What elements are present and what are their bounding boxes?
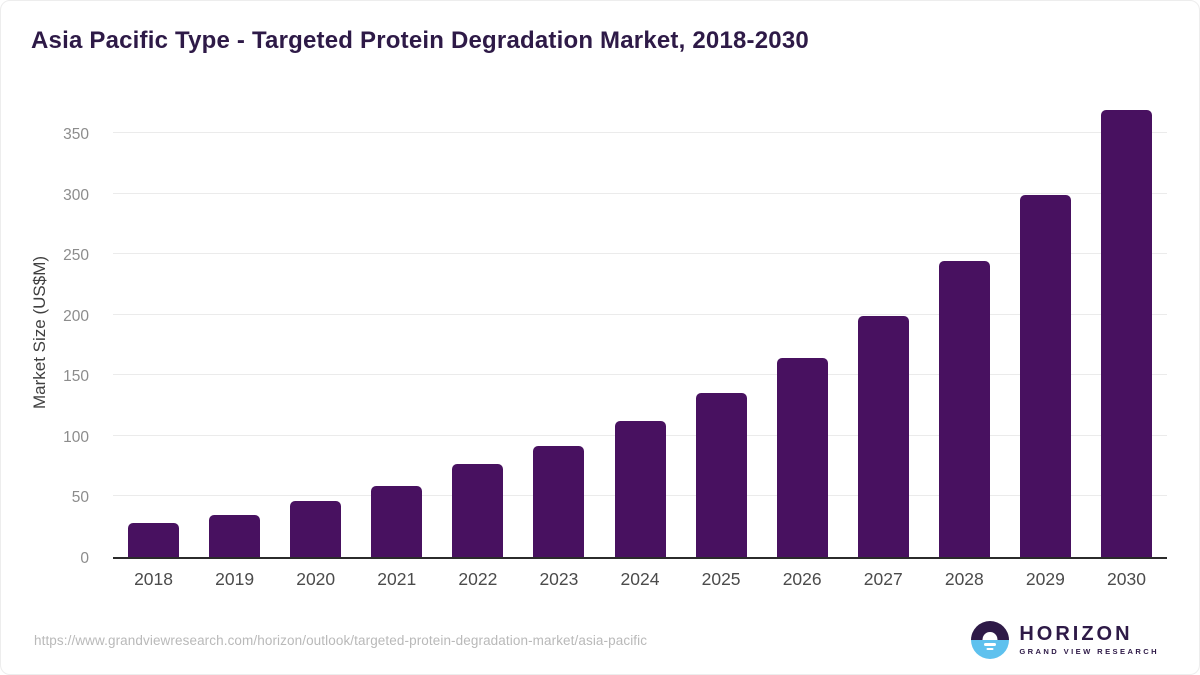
y-tick-label-250: 250 (63, 247, 89, 265)
bar-slot-2022 (437, 106, 518, 557)
bar-slot-2025 (681, 106, 762, 557)
y-tick-label-300: 300 (63, 186, 89, 204)
x-tick-label-2027: 2027 (863, 569, 903, 589)
logo-name: HORIZON (1019, 623, 1133, 645)
y-tick-label-100: 100 (63, 428, 89, 446)
y-tick-label-350: 350 (63, 126, 89, 144)
bar-2027 (857, 315, 909, 557)
x-tick-label-2029: 2029 (1025, 569, 1065, 589)
x-axis-labels: 2018 2019 2020 2021 2022 2023 2024 2025 2026 2027… (113, 569, 1167, 590)
sunset-over-water-icon (971, 621, 1010, 659)
bar-2022 (452, 463, 504, 557)
bar-slot-2021 (356, 106, 437, 557)
x-tick-label-2022: 2022 (458, 569, 498, 589)
logo-sun (982, 632, 998, 640)
gridline-300 (113, 192, 1167, 194)
bar-2020 (290, 501, 342, 557)
bar-2025 (695, 393, 747, 557)
x-tick-label-2026: 2026 (782, 569, 822, 589)
bar-slot-2023 (518, 106, 599, 557)
x-tick-label-2018: 2018 (134, 569, 173, 589)
bar-slot-2019 (194, 106, 275, 557)
x-tick-label-2023: 2023 (539, 569, 579, 589)
chart-title: Asia Pacific Type - Targeted Protein Deg… (31, 27, 809, 54)
y-tick-label-50: 50 (71, 489, 89, 507)
plot-area (113, 106, 1167, 559)
horizon-logo: HORIZON GRAND VIEW RESEARCH (971, 621, 1159, 659)
bar-slot-2030 (1086, 106, 1167, 557)
source-url: https://www.grandviewresearch.com/horizo… (34, 632, 648, 648)
bar-slot-2026 (762, 106, 843, 557)
bar-2019 (209, 514, 261, 557)
bar-2030 (1100, 110, 1152, 557)
bar-slot-2024 (599, 106, 680, 557)
x-tick-label-2030: 2030 (1107, 569, 1146, 589)
y-tick-label-150: 150 (63, 368, 89, 386)
x-tick-label-2020: 2020 (296, 569, 336, 589)
gridline-150 (113, 374, 1167, 376)
bar-2028 (938, 261, 990, 557)
y-axis-ticks: 0 50 100 150 200 250 300 350 (31, 106, 89, 567)
x-tick-label-2021: 2021 (377, 569, 417, 589)
bar-2024 (614, 421, 666, 557)
gridline-350 (113, 132, 1167, 134)
bar-slot-2028 (924, 106, 1005, 557)
gridline-250 (113, 253, 1167, 255)
bar-slot-2029 (1005, 106, 1086, 557)
bar-2018 (128, 523, 180, 557)
bar-slot-2020 (275, 106, 356, 557)
logo-sky (971, 621, 1010, 640)
y-tick-label-200: 200 (63, 307, 89, 325)
x-tick-label-2019: 2019 (215, 569, 255, 589)
x-tick-label-2028: 2028 (944, 569, 984, 589)
y-tick-label-0: 0 (80, 550, 89, 567)
bar-series (113, 106, 1167, 557)
logo-ripple (984, 643, 997, 646)
logo-text: HORIZON GRAND VIEW RESEARCH (1019, 623, 1159, 657)
bar-2026 (776, 358, 828, 557)
logo-subtitle: GRAND VIEW RESEARCH (1019, 647, 1159, 656)
bar-2021 (371, 485, 423, 557)
bar-slot-2027 (843, 106, 924, 557)
logo-ripple (986, 648, 994, 650)
bar-2029 (1019, 194, 1071, 557)
x-tick-label-2025: 2025 (701, 569, 741, 589)
footer: https://www.grandviewresearch.com/horizo… (1, 614, 1199, 674)
x-tick-label-2024: 2024 (620, 569, 660, 589)
gridline-200 (113, 313, 1167, 315)
bar-2023 (533, 445, 585, 557)
bar-slot-2018 (113, 106, 194, 557)
